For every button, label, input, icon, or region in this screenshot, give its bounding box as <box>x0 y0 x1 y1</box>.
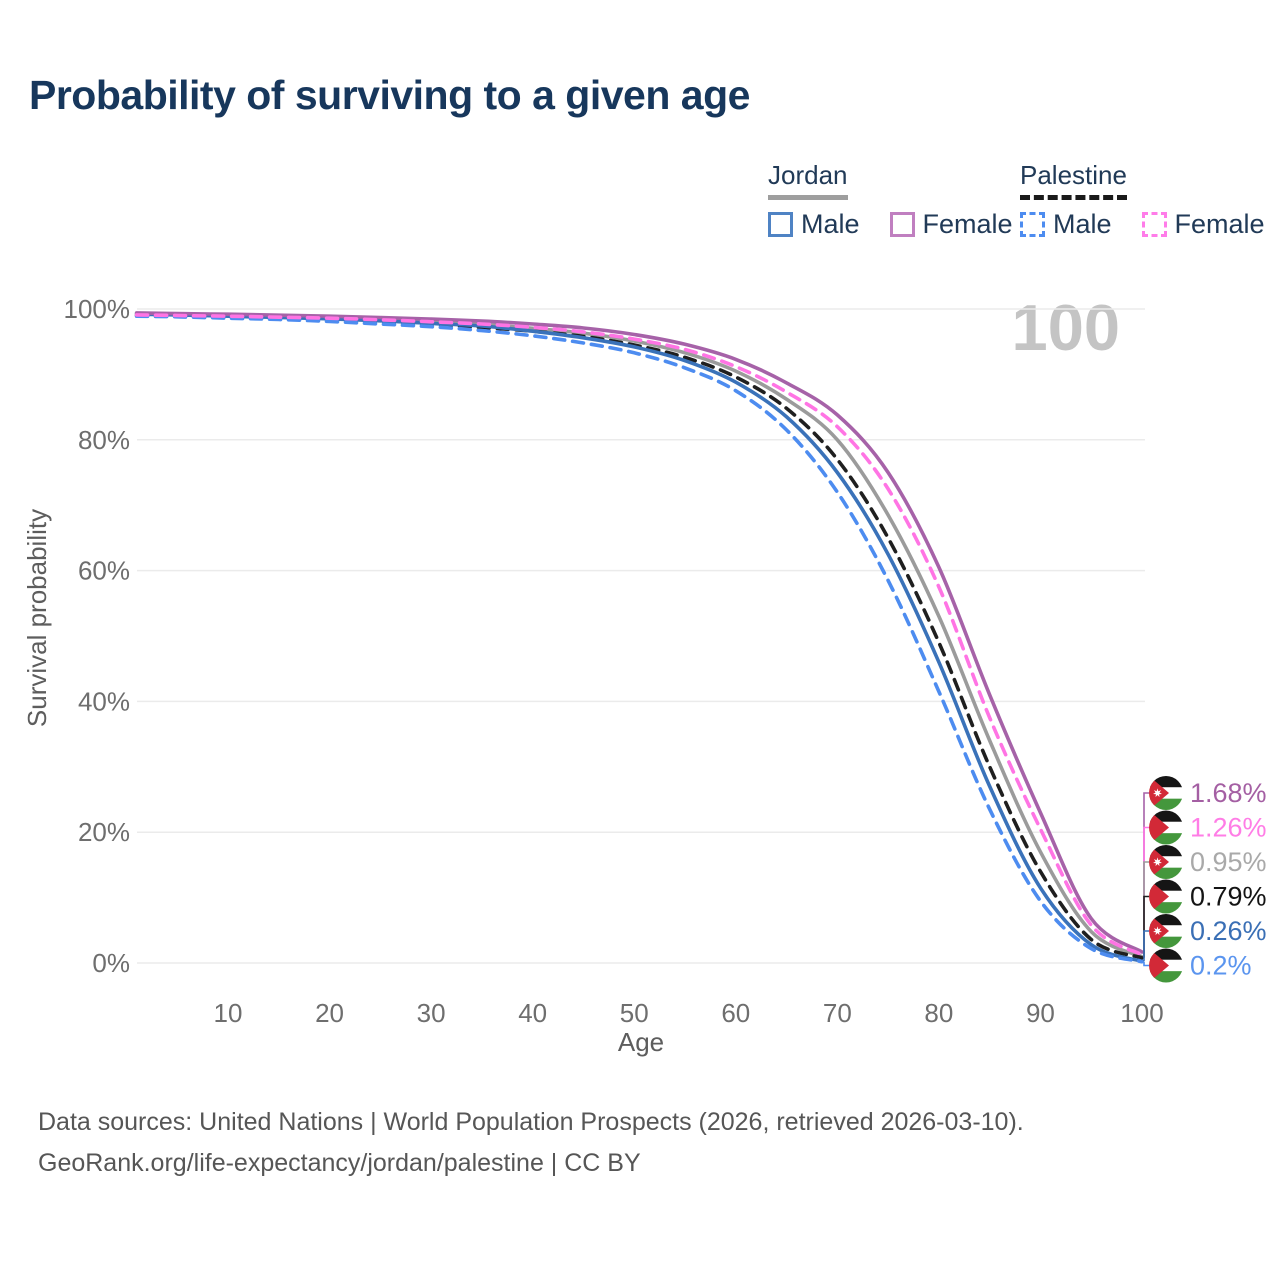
series-line-palestine-male[interactable] <box>134 314 1144 964</box>
legend-swatch-jordan-male <box>768 212 793 237</box>
end-label-connector-jordan-total <box>1143 861 1152 957</box>
end-label-value-jordan-female[interactable]: 1.68% <box>1190 778 1267 808</box>
end-label-value-palestine-total[interactable]: 0.79% <box>1190 882 1267 912</box>
legend-group-palestine: Palestine Male Female <box>1020 160 1265 240</box>
y-axis-label: Survival probability <box>22 509 52 727</box>
x-tick-90: 90 <box>1026 998 1055 1028</box>
legend-label: Female <box>1174 209 1265 239</box>
x-tick-20: 20 <box>315 998 344 1028</box>
legend-swatch-palestine-male <box>1020 212 1045 237</box>
x-tick-50: 50 <box>620 998 649 1028</box>
y-tick-40: 40% <box>78 686 130 716</box>
legend-group-title-jordan: Jordan <box>768 160 848 200</box>
y-tick-20: 20% <box>78 817 130 847</box>
legend-item-jordan-male[interactable]: Male <box>768 209 860 240</box>
footer: Data sources: United Nations | World Pop… <box>38 1102 1024 1184</box>
jordan-flag-icon <box>1149 845 1183 879</box>
legend-swatch-palestine-female <box>1141 212 1167 237</box>
x-tick-100: 100 <box>1120 998 1163 1028</box>
end-label-value-jordan-total[interactable]: 0.95% <box>1190 847 1267 877</box>
legend-label: Female <box>922 209 1013 239</box>
x-tick-70: 70 <box>823 998 852 1028</box>
legend-item-palestine-female[interactable]: Female <box>1141 209 1265 240</box>
chart-title: Probability of surviving to a given age <box>29 72 750 118</box>
y-tick-0: 0% <box>92 948 130 978</box>
legend-label: Male <box>801 209 860 239</box>
x-axis-label: Age <box>618 1027 664 1057</box>
legend-group-jordan: Jordan Male Female <box>768 160 1013 240</box>
y-tick-60: 60% <box>78 556 130 586</box>
x-tick-40: 40 <box>518 998 547 1028</box>
x-tick-10: 10 <box>214 998 243 1028</box>
jordan-flag-icon <box>1149 914 1183 948</box>
legend-item-jordan-female[interactable]: Female <box>889 209 1013 240</box>
legend-group-title-palestine: Palestine <box>1020 160 1127 200</box>
series-line-jordan-female[interactable] <box>134 311 1144 954</box>
series-line-palestine-female[interactable] <box>134 313 1144 957</box>
age-counter-watermark: 100 <box>1011 291 1120 364</box>
y-tick-80: 80% <box>78 425 130 455</box>
x-tick-60: 60 <box>721 998 750 1028</box>
jordan-flag-icon <box>1149 776 1183 810</box>
series-line-jordan-male[interactable] <box>134 312 1144 964</box>
y-tick-100: 100% <box>64 294 131 324</box>
legend-label: Male <box>1053 209 1112 239</box>
palestine-flag-icon <box>1149 810 1183 845</box>
x-tick-80: 80 <box>924 998 953 1028</box>
legend: Jordan Male Female Palestine Male Female <box>0 0 1280 250</box>
palestine-flag-icon <box>1149 879 1183 914</box>
series-line-jordan-total[interactable] <box>134 311 1144 959</box>
footer-attribution: GeoRank.org/life-expectancy/jordan/pales… <box>38 1149 641 1177</box>
legend-item-palestine-male[interactable]: Male <box>1020 209 1112 240</box>
x-tick-30: 30 <box>417 998 446 1028</box>
legend-swatch-jordan-female <box>889 212 915 237</box>
end-label-value-palestine-male[interactable]: 0.2% <box>1190 951 1252 981</box>
footer-data-sources: Data sources: United Nations | World Pop… <box>38 1108 1024 1136</box>
series-line-palestine-total[interactable] <box>134 313 1144 960</box>
end-label-value-jordan-male[interactable]: 0.26% <box>1190 916 1267 946</box>
palestine-flag-icon <box>1149 948 1183 983</box>
end-label-value-palestine-female[interactable]: 1.26% <box>1190 813 1267 843</box>
